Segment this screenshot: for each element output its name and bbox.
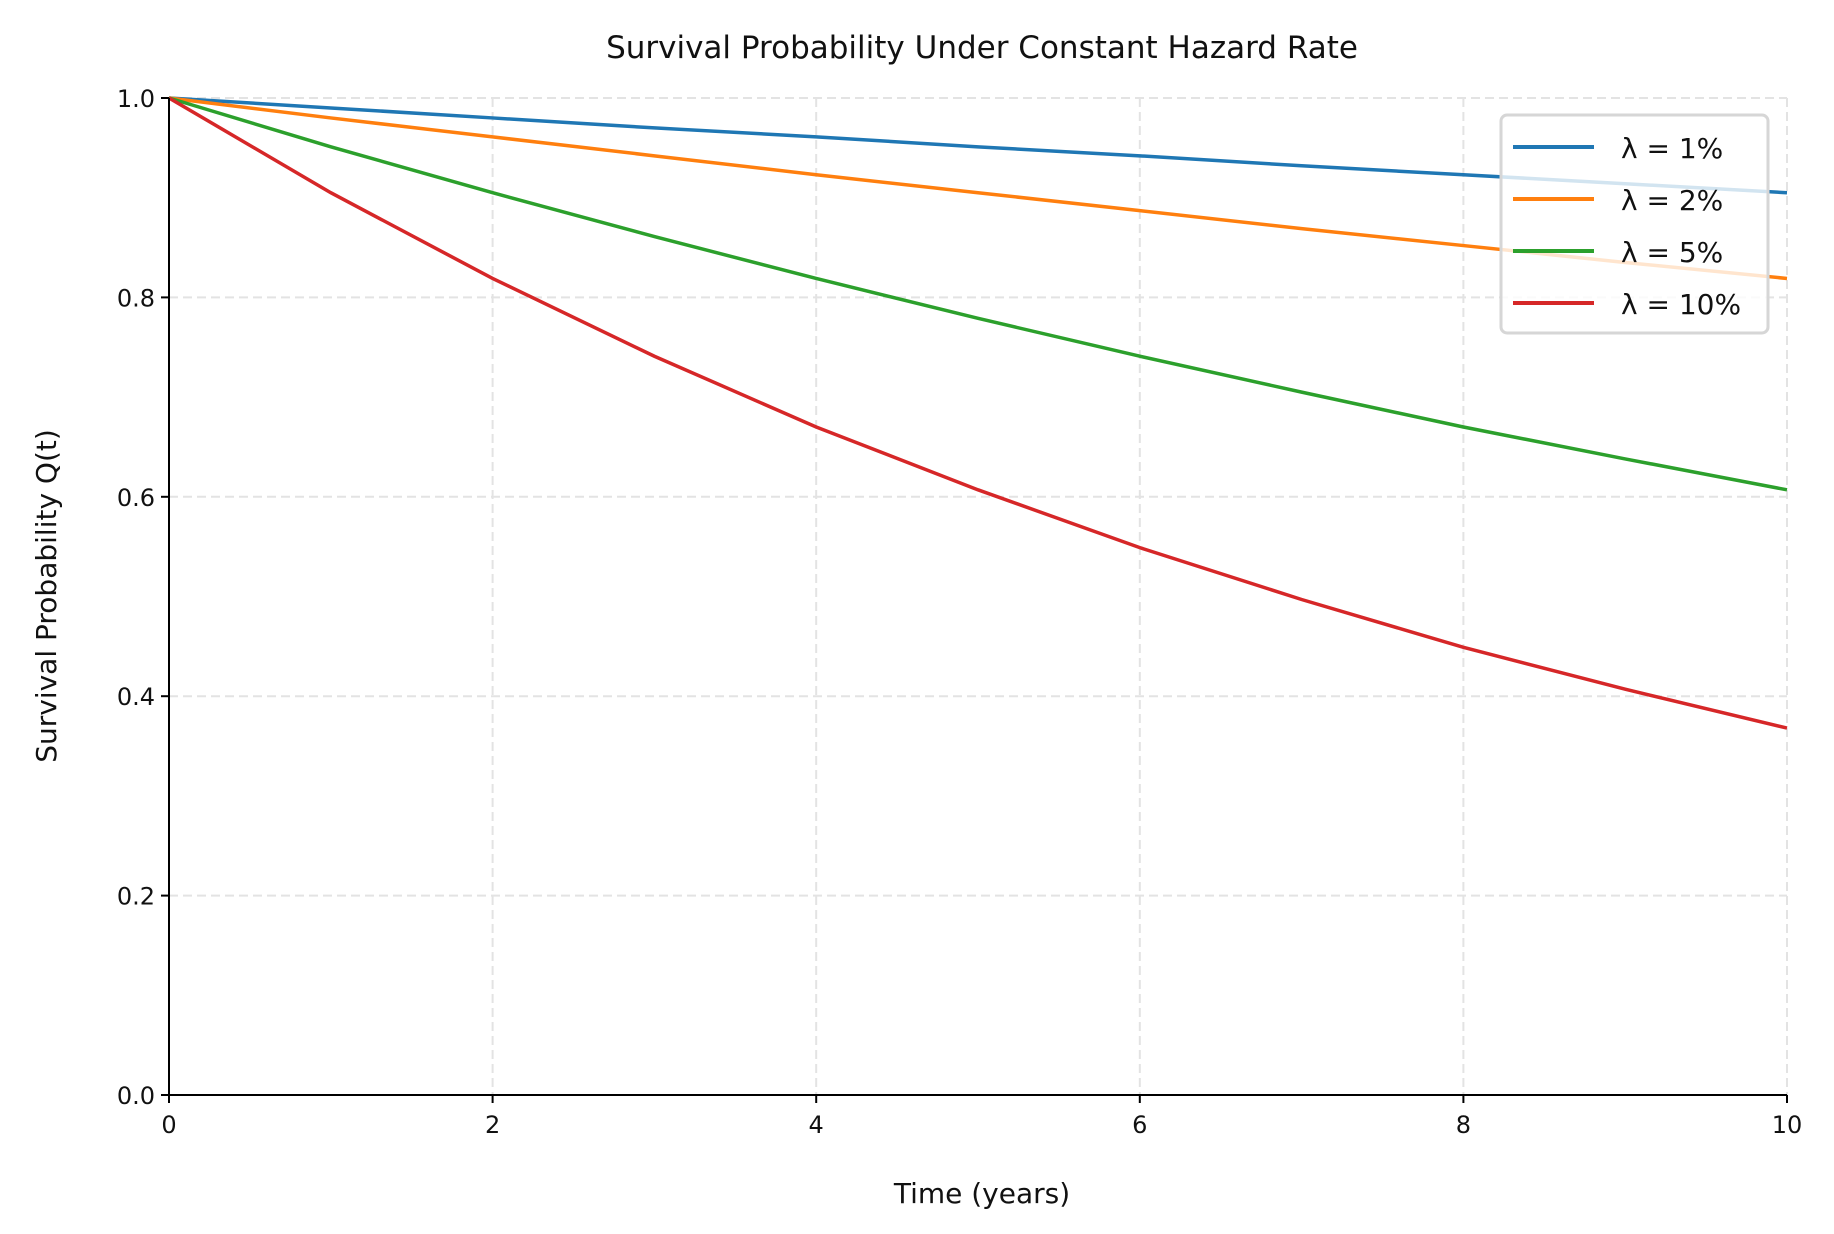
legend: λ = 1% λ = 2% λ = 5% λ = 10% [1499,113,1770,335]
x-tick-label: 4 [809,1111,824,1139]
x-tick-label: 2 [485,1111,500,1139]
y-tick-label: 0.4 [117,683,155,711]
x-tick-label: 6 [1132,1111,1147,1139]
x-axis-label: Time (years) [893,1177,1070,1210]
x-tick-label: 0 [161,1111,176,1139]
y-axis-label: Survival Probability Q(t) [30,429,63,763]
y-tick-label: 0.8 [117,284,155,312]
chart-title: Survival Probability Under Constant Haza… [606,30,1358,66]
y-tick-label: 0.2 [117,883,155,911]
y-tick-label: 0.6 [117,484,155,512]
y-tick-label: 1.0 [117,85,155,113]
x-tick-label: 10 [1772,1111,1803,1139]
legend-label: λ = 10% [1621,288,1741,321]
y-tick-label: 0.0 [117,1082,155,1110]
series-line-4 [168,96,1788,730]
legend-label: λ = 5% [1621,236,1723,269]
x-tick-label: 8 [1456,1111,1471,1139]
legend-label: λ = 2% [1621,184,1723,217]
series-line-3 [168,96,1788,492]
legend-label: λ = 1% [1621,132,1723,165]
